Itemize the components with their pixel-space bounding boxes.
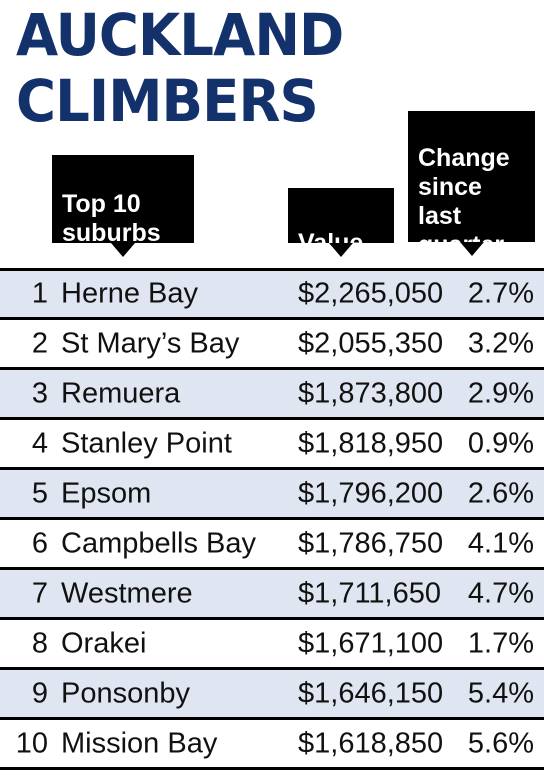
change-cell: 1.7% <box>467 627 534 659</box>
suburb-cell: Epsom <box>61 477 152 509</box>
suburb-header-label: Top 10 suburbs <box>62 190 161 247</box>
rank-cell: 10 <box>15 727 48 759</box>
suburb-cell: Campbells Bay <box>61 527 257 559</box>
value-cell: $1,711,650 <box>298 577 441 609</box>
suburb-cell: Mission Bay <box>61 727 218 759</box>
rank-cell: 8 <box>31 627 48 659</box>
rank-cell: 9 <box>31 677 48 709</box>
table-row: 4 Stanley Point $1,818,950 0.9% <box>0 420 544 470</box>
title-line-1: AUCKLAND <box>16 1 344 69</box>
rank-cell: 7 <box>31 577 48 609</box>
change-cell: 2.6% <box>467 477 534 509</box>
change-cell: 5.6% <box>467 727 534 759</box>
value-cell: $1,796,200 <box>298 477 444 509</box>
callout-pointer <box>459 242 484 256</box>
rank-cell: 1 <box>31 277 48 310</box>
suburb-cell: Orakei <box>61 627 147 659</box>
value-cell: $2,265,050 <box>298 277 444 310</box>
table-row: 2 St Mary’s Bay $2,055,350 3.2% <box>0 320 544 370</box>
change-header-callout: Change since last quarter <box>408 111 535 259</box>
value-cell: $2,055,350 <box>298 327 444 359</box>
change-cell: 3.2% <box>467 327 534 359</box>
suburb-cell: Westmere <box>61 577 193 609</box>
table-row: 6 Campbells Bay $1,786,750 4.1% <box>0 520 544 570</box>
rank-cell: 5 <box>31 477 48 509</box>
suburb-cell: Herne Bay <box>61 277 199 310</box>
change-cell: 0.9% <box>467 427 534 459</box>
table-row: 7 Westmere $1,711,650 4.7% <box>0 570 544 620</box>
value-cell: $1,818,950 <box>298 427 444 459</box>
rank-cell: 3 <box>31 377 48 409</box>
value-cell: $1,671,100 <box>298 627 444 659</box>
value-header-callout: Value <box>288 188 394 257</box>
callout-pointer <box>111 243 135 257</box>
change-cell: 2.7% <box>467 277 534 310</box>
callout-pointer <box>329 243 353 257</box>
suburb-cell: Ponsonby <box>61 677 190 709</box>
suburb-cell: Stanley Point <box>61 427 232 459</box>
value-cell: $1,873,800 <box>298 377 444 409</box>
value-cell: $1,646,150 <box>298 677 444 709</box>
value-cell: $1,786,750 <box>298 527 444 559</box>
table-row: 5 Epsom $1,796,200 2.6% <box>0 470 544 520</box>
table-row: 9 Ponsonby $1,646,150 5.4% <box>0 670 544 720</box>
suburb-header-callout: Top 10 suburbs <box>52 155 194 257</box>
value-cell: $1,618,850 <box>298 727 444 759</box>
table-row: 1 Herne Bay $2,265,050 2.7% <box>0 268 544 320</box>
rank-cell: 2 <box>31 327 48 359</box>
change-cell: 5.4% <box>467 677 534 709</box>
suburb-cell: St Mary’s Bay <box>61 327 240 359</box>
change-cell: 4.1% <box>467 527 534 559</box>
suburb-table: 1 Herne Bay $2,265,050 2.7% 2 St Mary’s Bay $2… <box>0 268 544 770</box>
rank-cell: 6 <box>31 527 48 559</box>
rank-cell: 4 <box>31 427 48 459</box>
table-row: 10 Mission Bay $1,618,850 5.6% <box>0 720 544 770</box>
change-cell: 2.9% <box>467 377 534 409</box>
table-row: 3 Remuera $1,873,800 2.9% <box>0 370 544 420</box>
suburb-cell: Remuera <box>61 377 181 409</box>
title-line-2: CLIMBERS <box>16 67 319 135</box>
change-cell: 4.7% <box>467 577 534 609</box>
table-row: 8 Orakei $1,671,100 1.7% <box>0 620 544 670</box>
